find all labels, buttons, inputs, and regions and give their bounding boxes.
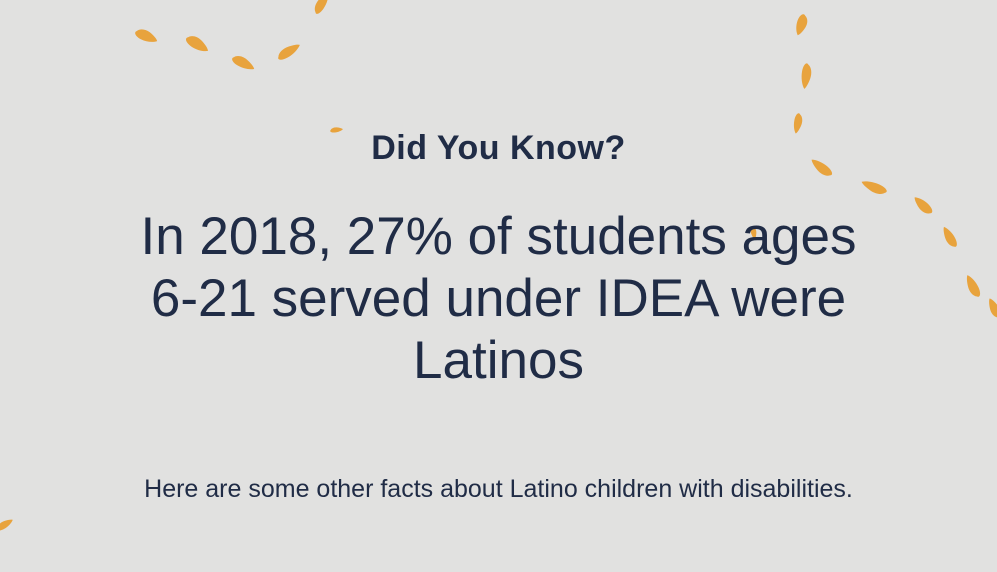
title-line-2: 6-21 served under IDEA were (150, 269, 847, 328)
dash-mark-icon (859, 178, 889, 197)
dash-tick-bottom-left (0, 516, 15, 533)
title-line-1: In 2018, 27% of students ages (140, 207, 857, 266)
title-line-3: Latinos (413, 331, 584, 390)
dash-mark-icon (183, 33, 212, 55)
dash-mark-icon (794, 13, 810, 37)
dash-mark-icon (275, 40, 302, 63)
dashed-squiggle-top-left (133, 0, 344, 134)
dash-mark-icon (230, 53, 257, 73)
page-title: In 2018, 27% of students ages 6-21 serve… (0, 206, 997, 392)
dash-mark-icon (800, 63, 812, 90)
subtitle-text: Here are some other facts about Latino c… (144, 475, 853, 503)
dash-mark-icon (133, 26, 160, 45)
kicker-heading: Did You Know? (371, 129, 626, 167)
dash-mark-icon (312, 0, 332, 16)
